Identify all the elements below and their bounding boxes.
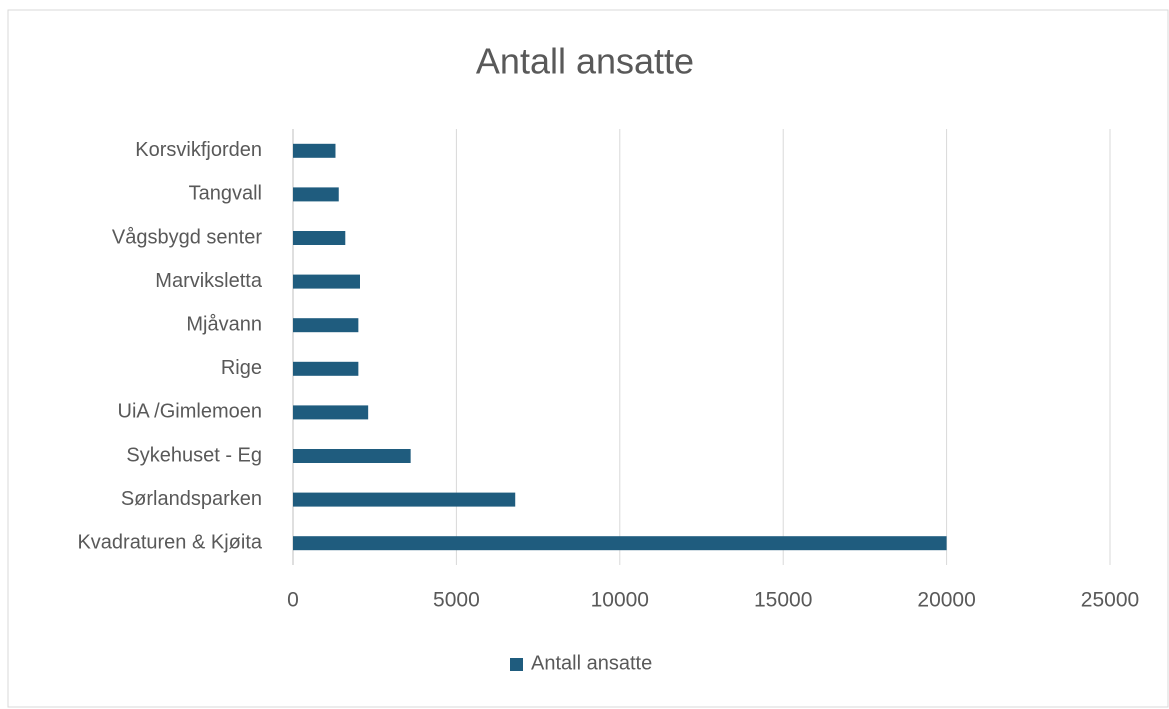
y-tick-label: Tangvall xyxy=(189,183,262,205)
legend-label: Antall ansatte xyxy=(531,652,652,674)
chart-frame xyxy=(7,9,1169,708)
bar xyxy=(293,536,947,551)
bar xyxy=(293,449,411,463)
x-tick-label: 0 xyxy=(287,589,299,612)
y-tick-label: Sykehuset - Eg xyxy=(126,444,262,466)
x-tick-label: 20000 xyxy=(917,589,975,612)
bar xyxy=(293,231,346,245)
bar xyxy=(293,361,359,376)
y-tick-label: Kvadraturen & Kjøita xyxy=(77,531,262,553)
bar xyxy=(293,274,360,289)
x-tick-label: 5000 xyxy=(433,589,480,612)
y-tick-label: Korsvikfjorden xyxy=(135,139,262,161)
y-tick-label: Sørlandsparken xyxy=(121,488,262,510)
y-tick-label: Rige xyxy=(221,357,262,379)
y-tick-label: Marviksletta xyxy=(155,270,263,292)
y-tick-label: Mjåvann xyxy=(186,313,262,335)
bar xyxy=(293,318,359,333)
chart-title: Antall ansatte xyxy=(476,41,694,82)
y-tick-label: Vågsbygd senter xyxy=(112,226,262,248)
bar xyxy=(293,405,369,420)
bar xyxy=(293,492,516,507)
legend-swatch xyxy=(510,658,523,671)
x-tick-label: 25000 xyxy=(1081,589,1139,612)
bar xyxy=(293,187,339,202)
x-tick-label: 10000 xyxy=(591,589,649,612)
x-tick-label: 15000 xyxy=(754,589,812,612)
y-tick-label: UiA /Gimlemoen xyxy=(118,401,263,423)
bar xyxy=(293,143,336,158)
